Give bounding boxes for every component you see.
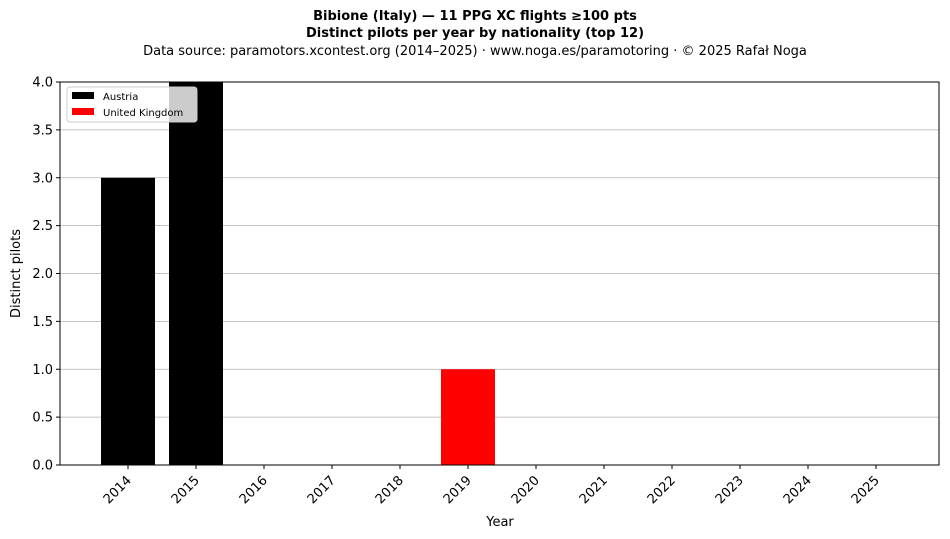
x-tick-label: 2025: [849, 473, 883, 507]
x-axis: 2014 2015 2016 2017 2018 2019 2020 2021 2022 2023…: [101, 465, 883, 507]
x-tick-label: 2014: [101, 473, 135, 507]
y-axis: 0.0 0.5 1.0 1.5 2.0 2.5 3.0 3.5 4.0: [32, 76, 60, 474]
y-tick-label: 2.0: [32, 267, 53, 282]
legend-frame: [66, 86, 198, 123]
legend-label-united-kingdom: United Kingdom: [103, 108, 183, 119]
bars: [101, 82, 495, 465]
y-tick-label: 4.0: [32, 76, 53, 91]
bar-united-kingdom-2019: [441, 369, 495, 465]
y-tick-label: 3.0: [32, 171, 53, 186]
legend: Austria United Kingdom: [66, 86, 198, 123]
y-tick-label: 1.0: [32, 363, 53, 378]
y-tick-label: 3.5: [32, 123, 53, 138]
bar-austria-2014: [101, 177, 155, 465]
y-tick-label: 2.5: [32, 219, 53, 234]
bar-austria-2015: [169, 82, 223, 465]
legend-swatch-austria: [72, 92, 94, 99]
legend-label-austria: Austria: [103, 92, 138, 103]
y-axis-label: Distinct pilots: [9, 229, 24, 318]
x-tick-label: 2021: [577, 473, 611, 507]
x-tick-label: 2022: [645, 473, 679, 507]
legend-swatch-united-kingdom: [72, 108, 94, 115]
x-tick-label: 2024: [781, 473, 815, 507]
y-tick-label: 0.0: [32, 459, 53, 474]
x-tick-label: 2016: [237, 473, 271, 507]
x-tick-label: 2015: [169, 473, 203, 507]
x-tick-label: 2018: [373, 473, 407, 507]
x-axis-label: Year: [485, 515, 514, 530]
x-tick-label: 2019: [441, 473, 475, 507]
y-tick-label: 1.5: [32, 315, 53, 330]
chart-title: Bibione (Italy) — 11 PPG XC flights ≥100…: [313, 9, 637, 24]
chart-source: Data source: paramotors.xcontest.org (20…: [143, 44, 807, 59]
x-tick-label: 2020: [509, 473, 543, 507]
chart-subtitle: Distinct pilots per year by nationality …: [305, 26, 645, 41]
x-tick-label: 2023: [713, 473, 747, 507]
y-tick-label: 0.5: [32, 411, 53, 426]
x-tick-label: 2017: [305, 473, 339, 507]
